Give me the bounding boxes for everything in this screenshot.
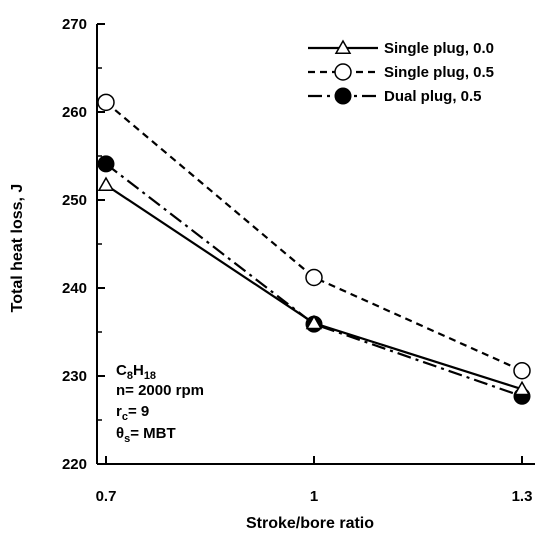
y-tick-label: 220: [62, 456, 87, 473]
data-point: [97, 176, 115, 192]
data-point: [513, 361, 531, 380]
data-point: [305, 268, 323, 287]
annotation-fuel: C8H18: [116, 362, 156, 382]
data-point: [513, 380, 531, 396]
y-tick-label: 240: [62, 280, 87, 297]
y-tick-label: 270: [62, 16, 87, 33]
legend-label: Dual plug, 0.5: [384, 88, 482, 105]
series-line: [105, 101, 523, 372]
annotation-spark-timing: θs= MBT: [116, 425, 176, 445]
conditions-annotation: C8H18 n= 2000 rpm rc= 9 θs= MBT: [116, 362, 204, 445]
legend-label: Single plug, 0.5: [384, 64, 494, 81]
x-tick-label: 1.3: [512, 488, 533, 505]
legend-marker: [334, 63, 352, 81]
annotation-speed: n= 2000 rpm: [116, 382, 204, 399]
y-tick-label: 260: [62, 104, 87, 121]
axes: 220 230 240 250 260 270 0.7 1 1.3: [62, 16, 535, 505]
series-line: [105, 184, 523, 391]
data-point: [97, 93, 115, 112]
data-point: [305, 314, 323, 330]
y-tick-label: 250: [62, 192, 87, 209]
annotation-compression-ratio: rc= 9: [116, 403, 149, 423]
y-axis-title: Total heat loss, J: [9, 184, 26, 313]
series-layer: [97, 93, 531, 405]
data-point: [97, 155, 115, 173]
legend: Single plug, 0.0 Single plug, 0.5 Dual plu…: [308, 39, 494, 105]
x-tick-label: 1: [310, 488, 318, 505]
y-tick-label: 230: [62, 368, 87, 385]
legend-marker: [334, 87, 352, 105]
legend-label: Single plug, 0.0: [384, 40, 494, 57]
x-tick-label: 0.7: [96, 488, 117, 505]
legend-marker: [334, 39, 352, 54]
x-axis-title: Stroke/bore ratio: [246, 515, 374, 532]
